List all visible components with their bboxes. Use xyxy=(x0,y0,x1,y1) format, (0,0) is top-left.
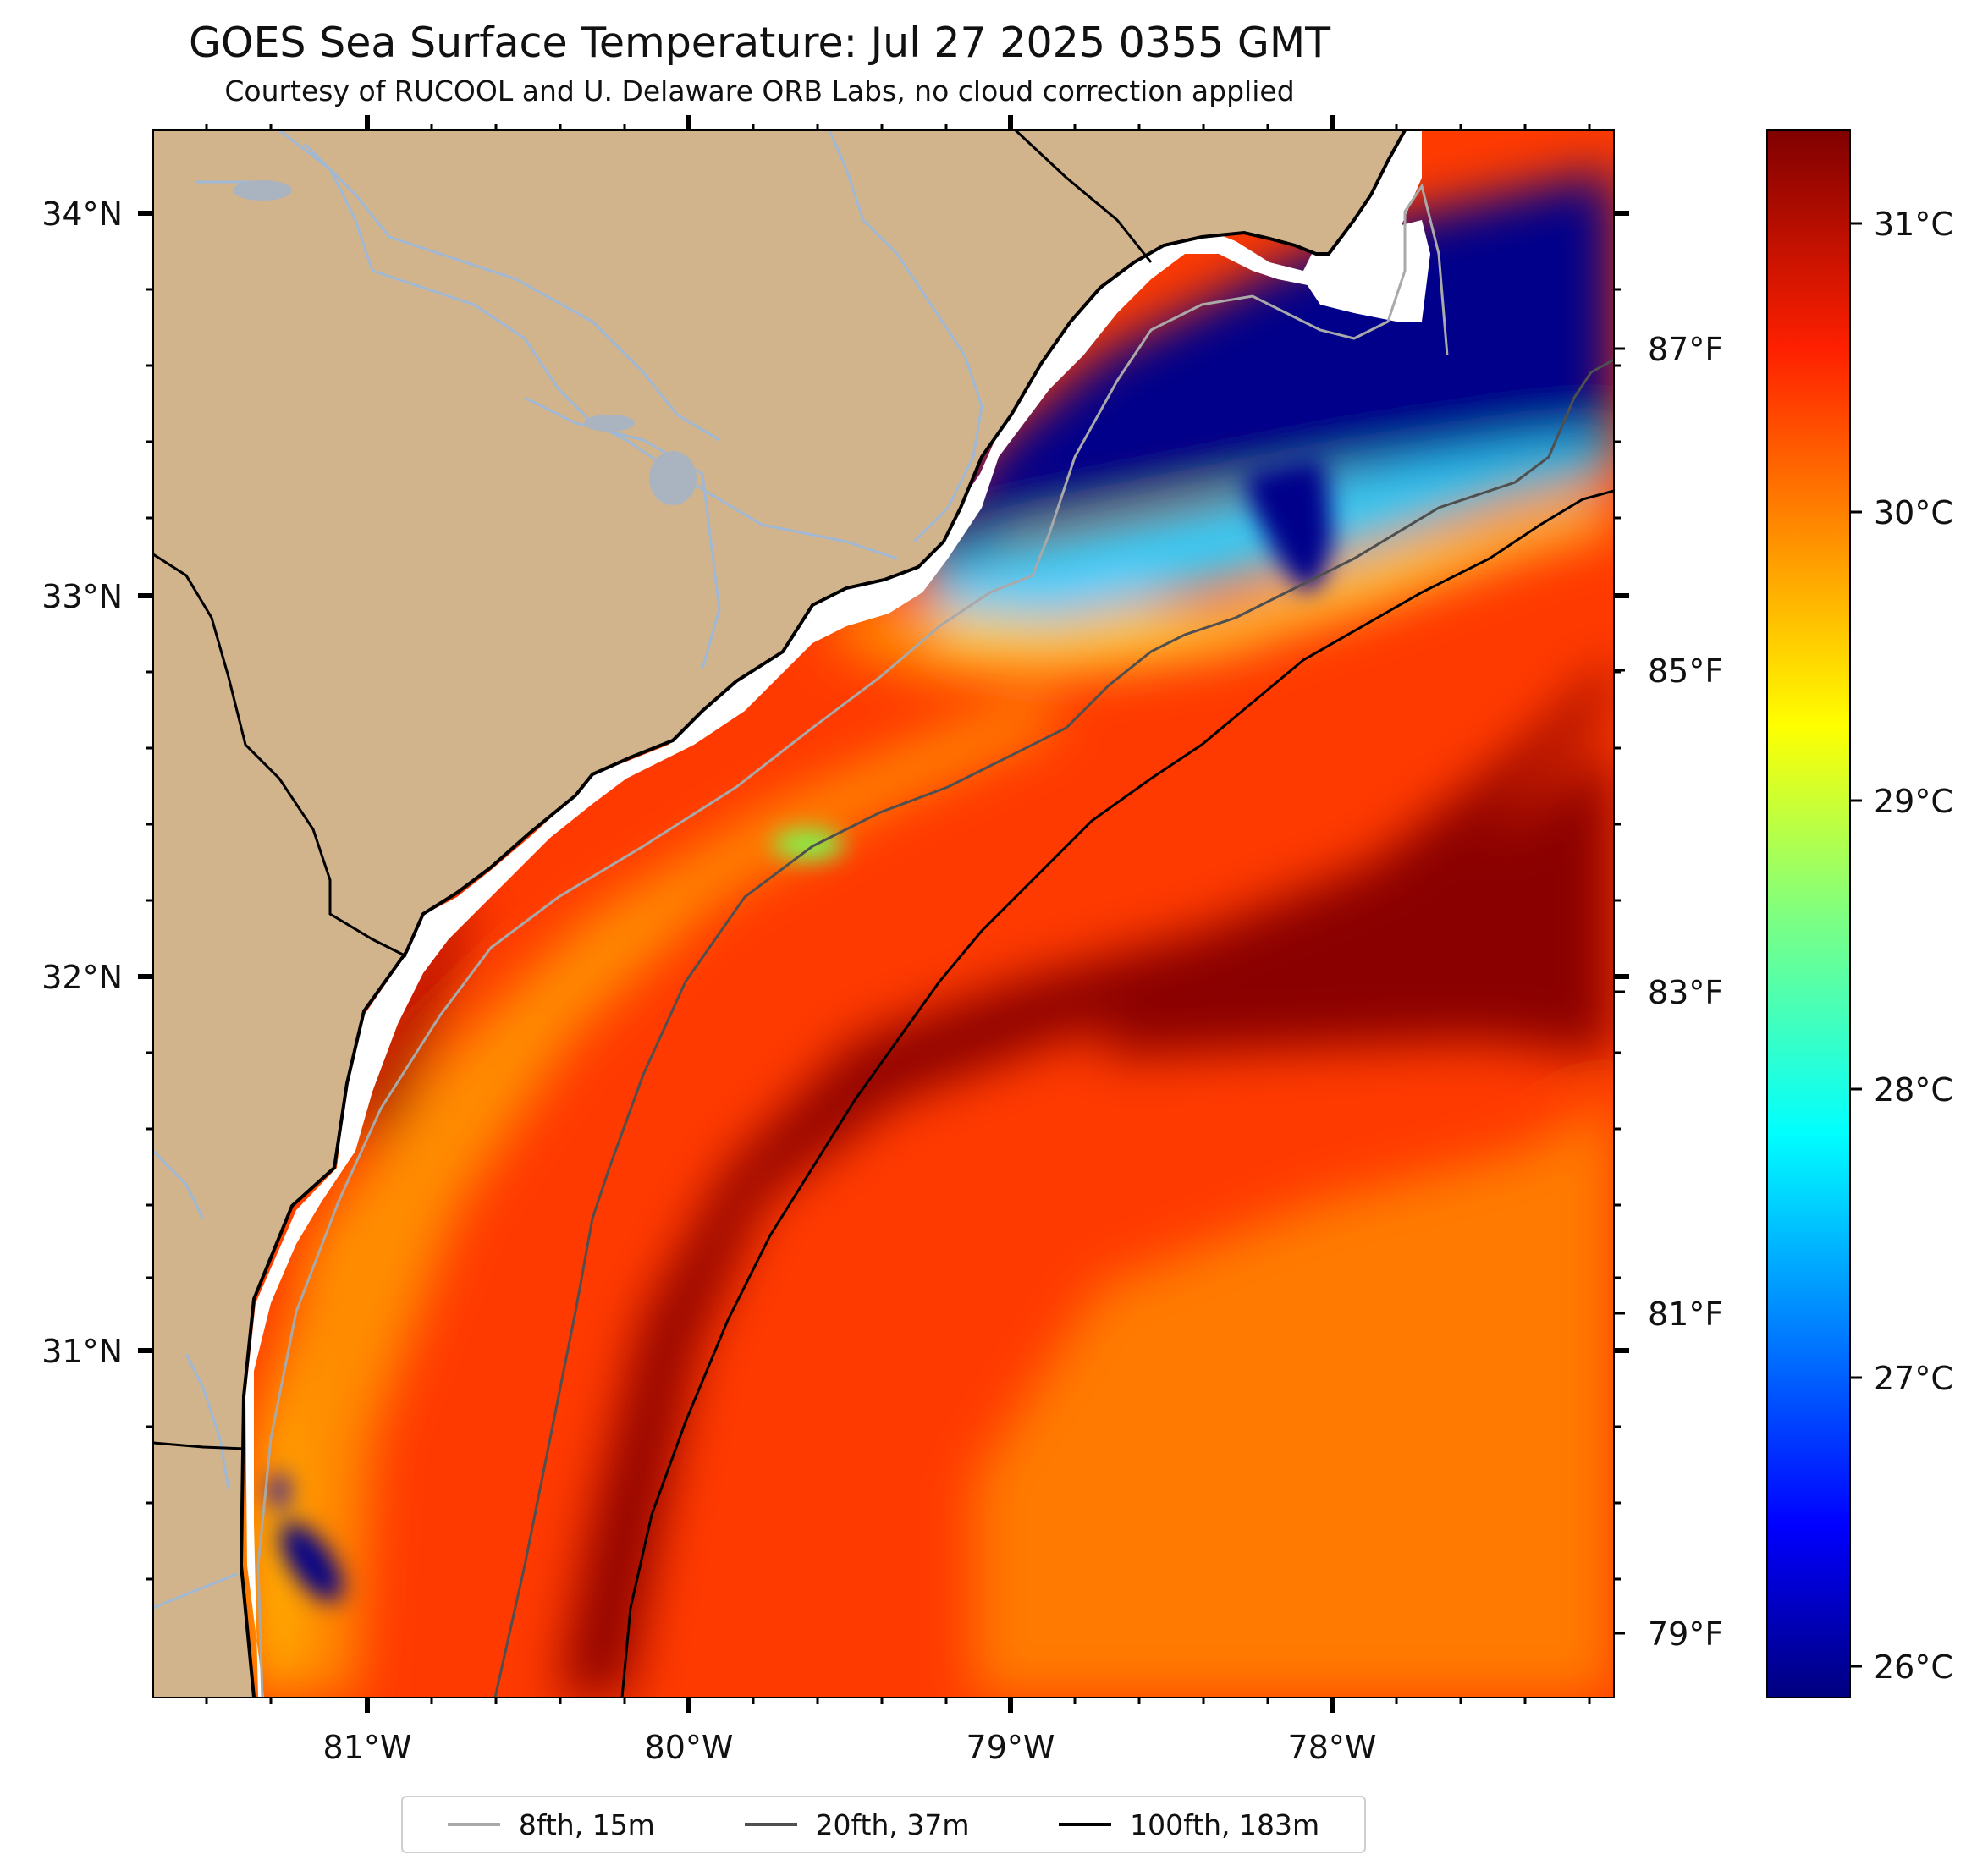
sst-cold-spot-south xyxy=(279,1522,344,1603)
isobath-20fth xyxy=(493,358,1614,1698)
colorbar xyxy=(1766,129,1851,1698)
lake-north xyxy=(233,180,292,201)
sst-nearshore-yellow xyxy=(245,1168,355,1698)
fahrenheit-label-83: 83°F xyxy=(1648,974,1723,1011)
lon-label-81: 81°W xyxy=(323,1729,412,1766)
isobath-8fth xyxy=(256,183,1449,1698)
coastline xyxy=(239,130,1407,1698)
legend-item-8fth: 8fth, 15m xyxy=(447,1808,655,1841)
fahrenheit-label-79: 79°F xyxy=(1648,1615,1723,1653)
lon-label-78: 78°W xyxy=(1288,1729,1377,1766)
sst-eddy-green xyxy=(773,829,844,860)
rivers xyxy=(153,130,983,1610)
legend-swatch-8fth xyxy=(447,1823,500,1826)
lake-marion xyxy=(649,451,697,505)
map-title: GOES Sea Surface Temperature: Jul 27 202… xyxy=(188,19,1331,67)
fahrenheit-label-81: 81°F xyxy=(1648,1296,1723,1333)
legend-label-20fth: 20fth, 37m xyxy=(815,1808,970,1841)
sst-cool-yellow-band xyxy=(931,499,1614,669)
map-subtitle: Courtesy of RUCOOL and U. Delaware ORB L… xyxy=(224,74,1295,107)
colorbar-label-28: 28°C xyxy=(1874,1071,1953,1109)
legend-swatch-20fth xyxy=(744,1823,797,1826)
lat-label-33: 33°N xyxy=(41,578,123,615)
sst-warm-core-2 xyxy=(1100,745,1614,1058)
legend-label-8fth: 8fth, 15m xyxy=(518,1808,655,1841)
colorbar-label-27: 27°C xyxy=(1874,1360,1953,1397)
colorbar-label-31: 31°C xyxy=(1874,206,1953,243)
legend-item-100fth: 100fth, 183m xyxy=(1059,1808,1319,1841)
lake-moultrie xyxy=(584,415,635,432)
colorbar-label-26: 26°C xyxy=(1874,1648,1953,1686)
lat-label-31: 31°N xyxy=(41,1333,123,1370)
legend-swatch-100fth xyxy=(1059,1823,1112,1826)
state-borders xyxy=(153,130,1153,1450)
colorbar-ticks xyxy=(1850,222,1862,1668)
map-ticks xyxy=(138,115,1629,1713)
map-plot-area xyxy=(153,130,1614,1698)
colorbar-label-30: 30°C xyxy=(1874,494,1953,531)
isobath-100fth xyxy=(620,489,1614,1698)
lon-label-79: 79°W xyxy=(966,1729,1055,1766)
legend-item-20fth: 20fth, 37m xyxy=(744,1808,970,1841)
map-minor-ticks xyxy=(146,124,1621,1704)
isobath-legend: 8fth, 15m 20fth, 37m 100fth, 183m xyxy=(401,1796,1366,1853)
land-mass xyxy=(153,130,1405,1698)
lat-label-34: 34°N xyxy=(41,195,123,233)
sst-cooler-south xyxy=(973,1100,1614,1698)
lat-label-32: 32°N xyxy=(41,959,123,996)
lon-label-80: 80°W xyxy=(645,1729,734,1766)
fahrenheit-label-85: 85°F xyxy=(1648,652,1723,690)
colorbar-label-29: 29°C xyxy=(1874,783,1953,820)
sst-cold-spot-south-2 xyxy=(271,1472,288,1510)
sst-plume-blue xyxy=(1244,457,1333,592)
map-frame xyxy=(152,129,1615,1698)
legend-label-100fth: 100fth, 183m xyxy=(1130,1808,1320,1841)
fahrenheit-ticks xyxy=(1614,347,1625,1635)
fahrenheit-label-87: 87°F xyxy=(1648,331,1723,368)
